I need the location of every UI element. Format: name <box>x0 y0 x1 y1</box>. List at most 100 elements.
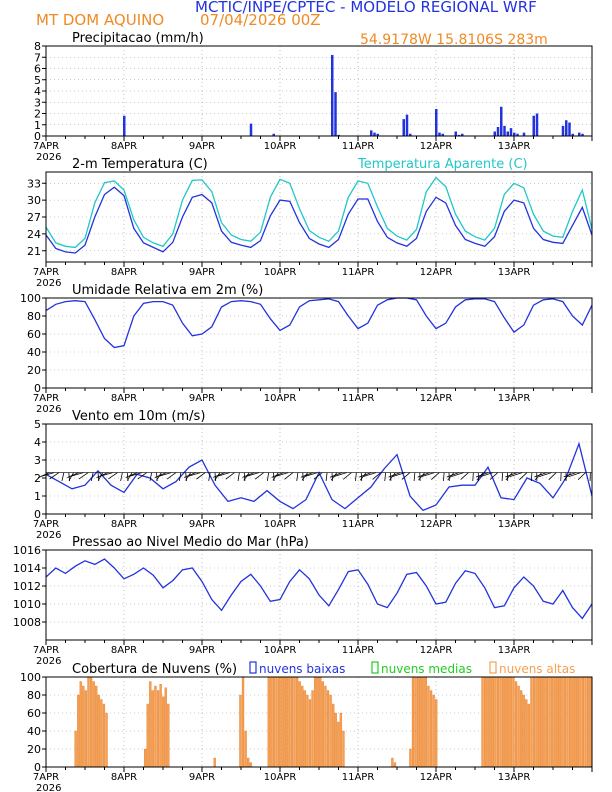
cloud-bar-nuvens-altas <box>244 730 247 768</box>
wind-barb <box>392 472 406 477</box>
cloud-bar-nuvens-altas <box>520 690 523 768</box>
cloud-bar-nuvens-altas <box>527 703 531 768</box>
precip-bar <box>500 106 503 136</box>
y-tick-label: 4 <box>34 85 41 98</box>
wind-barb <box>505 472 518 478</box>
x-tick-label: 11APR <box>342 772 375 783</box>
cloud-bar-nuvens-altas <box>574 676 577 768</box>
x-year-label: 2026 <box>36 404 61 415</box>
wind-barb <box>99 472 113 477</box>
cloud-bar-nuvens-altas <box>97 694 100 768</box>
precip-bar <box>571 133 574 136</box>
cloud-bar-nuvens-altas <box>324 685 327 768</box>
wind-barb <box>384 472 387 482</box>
wind-barb <box>568 472 581 478</box>
precip-bar <box>123 115 126 136</box>
wind-barb <box>296 472 299 482</box>
wind-barb <box>196 472 206 480</box>
wind-barb <box>49 472 60 480</box>
precip-bar <box>516 133 519 136</box>
cloud-bar-nuvens-altas <box>267 676 270 768</box>
cloud-bar-nuvens-altas <box>293 676 296 768</box>
x-tick-label: 12APR <box>420 519 453 530</box>
y-tick-label: 1016 <box>13 544 41 557</box>
wind-barb <box>501 472 504 482</box>
wind-barb <box>389 472 396 481</box>
wind-barb <box>417 472 430 478</box>
cloud-bar-nuvens-altas <box>84 690 88 768</box>
wind-barb <box>359 472 367 481</box>
wind-barb <box>413 472 416 482</box>
cloud-bar-nuvens-altas <box>576 676 579 768</box>
x-tick-label: 9APR <box>189 519 215 530</box>
wind-barb <box>460 472 469 480</box>
cloud-bar-nuvens-altas <box>213 757 216 768</box>
cloud-bar-nuvens-altas <box>581 676 585 768</box>
cloud-bar-nuvens-altas <box>525 699 528 768</box>
cloud-bar-nuvens-altas <box>543 676 546 768</box>
x-tick-label: 10APR <box>264 141 297 152</box>
x-tick-label: 11APR <box>342 519 375 530</box>
precip-bar <box>581 133 584 136</box>
y-tick-label: 100 <box>20 292 41 305</box>
cloud-bar-nuvens-altas <box>496 676 500 768</box>
cloud-bar-nuvens-altas <box>332 703 335 768</box>
precip-bar <box>373 132 376 136</box>
y-tick-label: 30 <box>27 194 41 207</box>
x-year-label: 2026 <box>36 530 61 541</box>
wind-barb <box>443 472 445 482</box>
wind-barb <box>96 472 108 478</box>
cloud-bar-nuvens-altas <box>514 681 518 768</box>
y-tick-label: 100 <box>20 671 41 684</box>
precip-bar <box>522 132 526 136</box>
panel-title: 2-m Temperatura (C) <box>72 157 208 172</box>
wind-barb <box>447 472 455 481</box>
cloud-bar-nuvens-altas <box>82 685 85 768</box>
temperature-legend: Temperatura Aparente (C) <box>357 157 528 172</box>
cloud-bar-nuvens-altas <box>275 676 278 768</box>
series-line-pressao <box>45 558 593 620</box>
y-tick-label: 0 <box>34 130 41 143</box>
x-tick-label: 9APR <box>189 267 215 278</box>
y-tick-label: 1010 <box>13 598 41 611</box>
precip-bar <box>438 132 441 136</box>
cloud-bar-nuvens-altas <box>435 699 438 768</box>
precip-bar <box>457 134 461 136</box>
wind-barb <box>158 472 172 477</box>
wind-barb <box>538 472 552 478</box>
cloud-bar-nuvens-altas <box>87 676 90 768</box>
cloud-bar-nuvens-altas <box>393 762 397 768</box>
precip-bar <box>337 134 340 136</box>
wind-barb <box>446 472 459 478</box>
cloud-bar-nuvens-altas <box>409 748 412 768</box>
cloud-bar-nuvens-altas <box>586 676 590 768</box>
cloud-bar-nuvens-altas <box>414 676 417 768</box>
precip-bar <box>249 123 253 136</box>
cloud-legend-label: nuvens medias <box>381 662 472 676</box>
y-tick-label: 1008 <box>13 616 41 629</box>
wind-barb <box>137 472 147 480</box>
y-tick-label: 80 <box>27 689 41 702</box>
y-tick-label: 80 <box>27 310 41 323</box>
cloud-bar-nuvens-altas <box>326 690 330 768</box>
x-tick-label: 9APR <box>189 141 215 152</box>
wind-barb <box>213 472 225 478</box>
y-tick-label: 0 <box>34 382 41 395</box>
cloud-bar-nuvens-altas <box>422 676 425 768</box>
wind-barb <box>472 472 474 482</box>
wind-barb <box>254 472 264 480</box>
x-tick-label: 8APR <box>111 393 137 404</box>
wind-barb <box>534 472 542 481</box>
precip-bar <box>513 132 516 136</box>
cloud-bar-nuvens-altas <box>512 676 515 768</box>
wind-barb <box>237 472 240 482</box>
cloud-bar-nuvens-altas <box>311 690 314 768</box>
x-year-label: 2026 <box>36 783 61 792</box>
x-tick-label: 11APR <box>342 141 375 152</box>
wind-barb <box>90 472 94 482</box>
cloud-bar-nuvens-altas <box>483 676 487 768</box>
cloud-bar-nuvens-altas <box>481 676 484 768</box>
cloud-bar-nuvens-altas <box>105 712 108 768</box>
x-tick-label: 13APR <box>498 267 531 278</box>
y-tick-label: 3 <box>34 96 41 109</box>
